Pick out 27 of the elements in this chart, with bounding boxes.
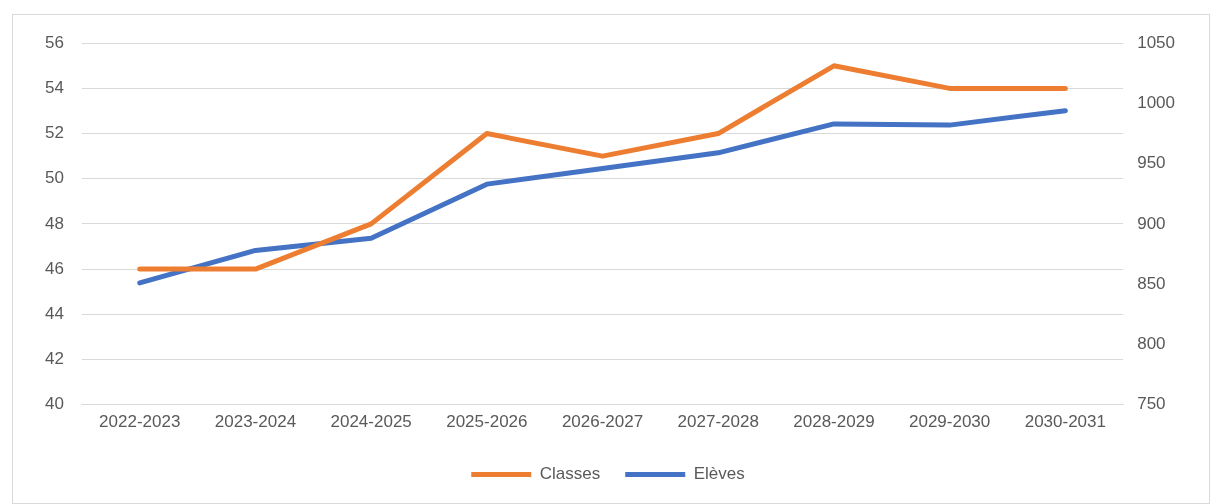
x-tick-label: 2029-2030 (908, 412, 991, 432)
x-tick-label: 2024-2025 (330, 412, 412, 432)
y-tick-label: 56 (44, 32, 64, 52)
y-tick-label: 42 (44, 349, 64, 369)
y-tick-label: 48 (44, 213, 64, 233)
y2-tick-label: 750 (1137, 394, 1166, 414)
y2-tick-label: 1000 (1137, 93, 1176, 113)
y2-tick-label: 850 (1137, 273, 1166, 293)
y-tick-label: 54 (44, 78, 64, 98)
x-tick-label: 2027-2028 (677, 412, 759, 432)
y-tick-label: 46 (44, 258, 64, 278)
y-tick-label: 52 (44, 123, 64, 143)
y-tick-label: 50 (44, 168, 64, 188)
y2-tick-label: 1050 (1137, 32, 1176, 52)
y2-tick-label: 800 (1137, 334, 1166, 354)
y2-tick-label: 900 (1137, 213, 1166, 233)
x-tick-label: 2025-2026 (446, 412, 528, 432)
x-tick-label: 2022-2023 (99, 412, 181, 432)
y2-tick-label: 950 (1137, 153, 1166, 173)
x-tick-label: 2026-2027 (561, 412, 644, 432)
x-tick-label: 2023-2024 (214, 412, 297, 432)
legend-label: Elèves (693, 464, 745, 484)
x-tick-label: 2030-2031 (1024, 412, 1106, 432)
y-tick-label: 40 (44, 394, 64, 414)
y-tick-label: 44 (44, 303, 64, 323)
x-tick-label: 2028-2029 (793, 412, 875, 432)
legend-label: Classes (539, 464, 601, 484)
